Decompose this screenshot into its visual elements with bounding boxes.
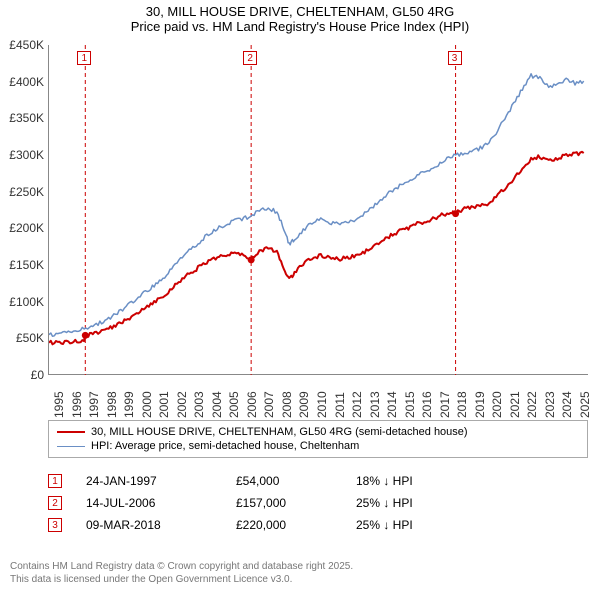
x-tick-label: 2012 [350,378,364,418]
y-tick-label: £400K [0,75,44,89]
txn-price: £54,000 [236,474,356,488]
footer-attribution: Contains HM Land Registry data © Crown c… [10,561,353,586]
txn-delta: 25% ↓ HPI [356,518,476,532]
transactions-table: 1 24-JAN-1997 £54,000 18% ↓ HPI 2 14-JUL… [48,470,588,536]
event-marker-box: 2 [243,51,257,65]
legend-item: HPI: Average price, semi-detached house,… [57,439,579,453]
footer-line1: Contains HM Land Registry data © Crown c… [10,561,353,574]
x-tick-label: 2017 [438,378,452,418]
txn-marker: 3 [48,518,62,532]
x-tick-label: 2025 [578,378,592,418]
x-tick-label: 2009 [297,378,311,418]
legend-swatch [57,431,85,433]
x-tick-label: 1996 [70,378,84,418]
x-tick-label: 2004 [210,378,224,418]
x-tick-label: 2010 [315,378,329,418]
y-tick-label: £300K [0,148,44,162]
x-tick-label: 2008 [280,378,294,418]
chart-svg [49,45,589,375]
y-tick-label: £350K [0,111,44,125]
legend-swatch [57,446,85,447]
chart-container: 30, MILL HOUSE DRIVE, CHELTENHAM, GL50 4… [0,0,600,590]
x-tick-label: 2021 [508,378,522,418]
x-tick-label: 1995 [52,378,66,418]
txn-delta: 18% ↓ HPI [356,474,476,488]
x-tick-label: 2011 [333,378,347,418]
event-marker-box: 3 [448,51,462,65]
x-tick-label: 1997 [87,378,101,418]
x-tick-label: 2015 [403,378,417,418]
title-block: 30, MILL HOUSE DRIVE, CHELTENHAM, GL50 4… [0,0,600,36]
legend-label: 30, MILL HOUSE DRIVE, CHELTENHAM, GL50 4… [91,426,468,438]
event-marker-box: 1 [77,51,91,65]
x-tick-label: 2023 [543,378,557,418]
y-tick-label: £100K [0,295,44,309]
txn-date: 14-JUL-2006 [86,496,236,510]
legend-label: HPI: Average price, semi-detached house,… [91,440,359,452]
table-row: 2 14-JUL-2006 £157,000 25% ↓ HPI [48,492,588,514]
x-tick-label: 1999 [122,378,136,418]
x-tick-label: 2018 [455,378,469,418]
x-tick-label: 2005 [227,378,241,418]
y-tick-label: £150K [0,258,44,272]
txn-price: £220,000 [236,518,356,532]
txn-price: £157,000 [236,496,356,510]
x-tick-label: 2020 [490,378,504,418]
y-tick-label: £250K [0,185,44,199]
x-tick-label: 2024 [560,378,574,418]
x-tick-label: 2002 [175,378,189,418]
table-row: 1 24-JAN-1997 £54,000 18% ↓ HPI [48,470,588,492]
y-tick-label: £450K [0,38,44,52]
footer-line2: This data is licensed under the Open Gov… [10,574,353,587]
txn-date: 24-JAN-1997 [86,474,236,488]
y-tick-label: £0 [0,368,44,382]
x-tick-label: 2001 [157,378,171,418]
x-tick-label: 2013 [368,378,382,418]
table-row: 3 09-MAR-2018 £220,000 25% ↓ HPI [48,514,588,536]
y-tick-label: £50K [0,331,44,345]
x-tick-label: 2007 [262,378,276,418]
legend-item: 30, MILL HOUSE DRIVE, CHELTENHAM, GL50 4… [57,425,579,439]
x-tick-label: 2014 [385,378,399,418]
txn-marker: 2 [48,496,62,510]
txn-date: 09-MAR-2018 [86,518,236,532]
title-line2: Price paid vs. HM Land Registry's House … [0,19,600,34]
x-tick-label: 2016 [420,378,434,418]
x-tick-label: 2022 [525,378,539,418]
x-tick-label: 2000 [140,378,154,418]
title-line1: 30, MILL HOUSE DRIVE, CHELTENHAM, GL50 4… [0,4,600,19]
x-tick-label: 2003 [192,378,206,418]
y-tick-label: £200K [0,221,44,235]
x-tick-label: 2006 [245,378,259,418]
x-tick-label: 1998 [105,378,119,418]
legend: 30, MILL HOUSE DRIVE, CHELTENHAM, GL50 4… [48,420,588,458]
txn-marker: 1 [48,474,62,488]
txn-delta: 25% ↓ HPI [356,496,476,510]
x-tick-label: 2019 [473,378,487,418]
chart-plot-area [48,45,588,375]
